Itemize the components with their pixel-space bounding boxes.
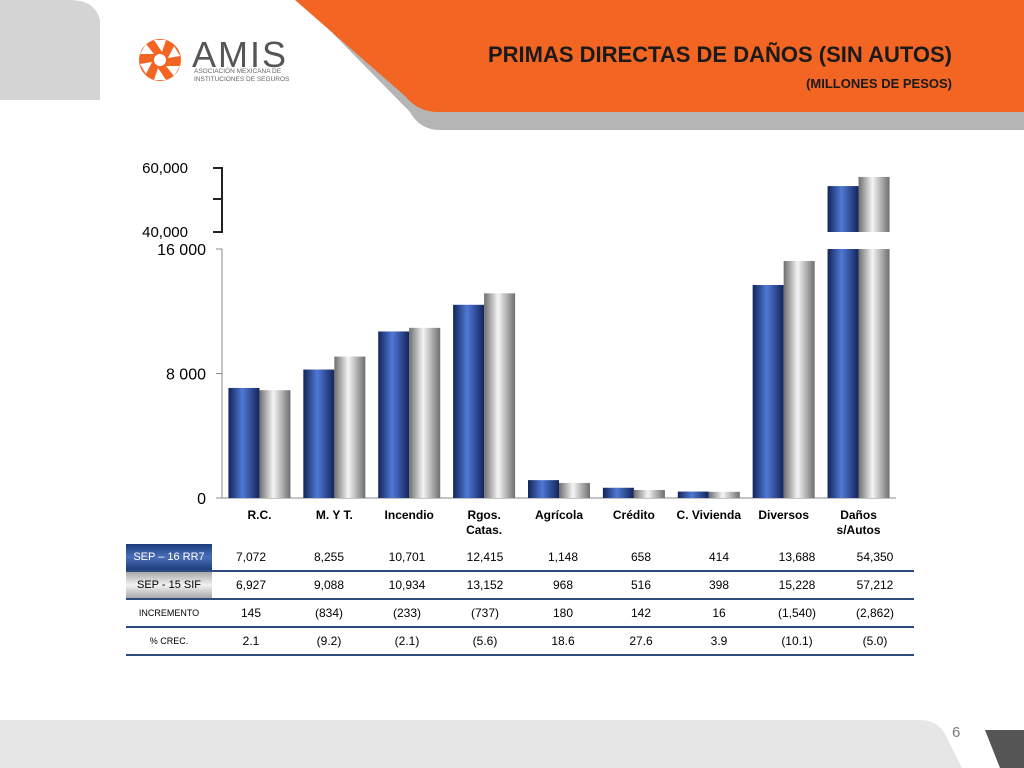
bar-sep15 <box>783 261 815 498</box>
category-label: Rgos. Catas. <box>466 508 502 537</box>
table-cell: 57,212 <box>836 571 914 600</box>
table-cell: (2.1) <box>368 627 446 656</box>
bar-sep16 <box>303 369 335 498</box>
bar-sep15 <box>633 489 665 498</box>
table-cell: 1,148 <box>524 544 602 572</box>
bar-sep16 <box>378 331 410 498</box>
table-cell: 13,688 <box>758 544 836 572</box>
table-row: SEP – 16 RR7 7,072 8,255 10,701 12,415 1,148 6… <box>126 544 914 572</box>
table-cell: 398 <box>680 571 758 600</box>
y-tick-label: 0 <box>197 491 206 508</box>
bar-sep15 <box>409 327 441 498</box>
row-label: % CREC. <box>126 627 212 656</box>
table-cell: 13,152 <box>446 571 524 600</box>
page-title: PRIMAS DIRECTAS DE DAÑOS (SIN AUTOS) <box>487 42 952 67</box>
data-table: SEP – 16 RR7 7,072 8,255 10,701 12,415 1,148 6… <box>126 544 914 656</box>
category-label: Crédito <box>613 508 655 522</box>
bar-sep15 <box>708 491 740 498</box>
bar-sep15 <box>559 482 590 498</box>
bar-sep15 <box>858 249 890 498</box>
category-label: R.C. <box>247 508 271 522</box>
table-cell: (737) <box>446 599 524 628</box>
table-cell: 18.6 <box>524 627 602 656</box>
category-label: M. Y T. <box>316 508 353 522</box>
table-row: INCREMENTO 145 (834) (233) (737) 180 142 16 (1,5… <box>126 599 914 628</box>
bar-break-sep16 <box>827 186 859 232</box>
break-tick-label: 40,000 <box>142 224 188 241</box>
row-label: SEP - 15 SIF <box>126 571 212 600</box>
table-cell: (5.0) <box>836 627 914 656</box>
table-cell: 7,072 <box>212 544 290 572</box>
bar-sep16 <box>228 387 260 498</box>
table-cell: 10,934 <box>368 571 446 600</box>
table-cell: 3.9 <box>680 627 758 656</box>
table-cell: (2,862) <box>836 599 914 628</box>
category-label: Incendio <box>385 508 434 522</box>
bar-sep16 <box>827 249 859 498</box>
row-label: SEP – 16 RR7 <box>126 544 212 572</box>
table-cell: 8,255 <box>290 544 368 572</box>
category-label: Agrícola <box>535 508 583 522</box>
table-cell: 6,927 <box>212 571 290 600</box>
bar-sep16 <box>453 304 485 498</box>
bar-sep15 <box>334 356 366 498</box>
bar-sep15 <box>259 390 291 498</box>
header-orange-band <box>295 0 1024 112</box>
logo-subtitle: ASOCIACIÓN MEXICANA DE INSTITUCIONES DE … <box>194 68 290 83</box>
row-label: INCREMENTO <box>126 599 212 628</box>
table-cell: 16 <box>680 599 758 628</box>
table-cell: 142 <box>602 599 680 628</box>
table-cell: (834) <box>290 599 368 628</box>
table-cell: 658 <box>602 544 680 572</box>
category-label: Diversos <box>758 508 809 522</box>
table-cell: 10,701 <box>368 544 446 572</box>
amis-logo-mark <box>139 39 181 81</box>
table-cell: (233) <box>368 599 446 628</box>
table-row: % CREC. 2.1 (9.2) (2.1) (5.6) 18.6 27.6 3.9 (10.… <box>126 627 914 656</box>
bar-sep16 <box>677 491 709 498</box>
table-cell: (9.2) <box>290 627 368 656</box>
footer-gray-band <box>0 720 962 768</box>
table-cell: 15,228 <box>758 571 836 600</box>
bar-sep15 <box>484 293 516 498</box>
table-cell: 54,350 <box>836 544 914 572</box>
logo-name: AMIS <box>192 34 289 75</box>
y-tick-label: 8 000 <box>166 367 206 384</box>
table-cell: 2.1 <box>212 627 290 656</box>
footer-dark-shape <box>985 730 1024 768</box>
table-cell: 145 <box>212 599 290 628</box>
table-cell: 516 <box>602 571 680 600</box>
page-number: 6 <box>952 724 961 741</box>
y-tick-label: 16 000 <box>157 242 206 259</box>
table-row: SEP - 15 SIF 6,927 9,088 10,934 13,152 968 516… <box>126 571 914 600</box>
table-cell: 9,088 <box>290 571 368 600</box>
category-label: Daños s/Autos <box>837 508 881 537</box>
bar-break-sep15 <box>858 176 890 232</box>
table-cell: (10.1) <box>758 627 836 656</box>
table-cell: (5.6) <box>446 627 524 656</box>
page-subtitle: (MILLONES DE PESOS) <box>806 76 952 91</box>
table-cell: 27.6 <box>602 627 680 656</box>
category-label: C. Vivienda <box>677 508 742 522</box>
break-tick-label: 60,000 <box>142 160 188 177</box>
bar-sep16 <box>752 284 784 498</box>
header-left-gray-shape <box>0 0 100 100</box>
bar-sep16 <box>528 480 559 498</box>
table-cell: 968 <box>524 571 602 600</box>
table-cell: 414 <box>680 544 758 572</box>
table-cell: 12,415 <box>446 544 524 572</box>
table-cell: 180 <box>524 599 602 628</box>
table-cell: (1,540) <box>758 599 836 628</box>
bar-sep16 <box>602 487 634 498</box>
